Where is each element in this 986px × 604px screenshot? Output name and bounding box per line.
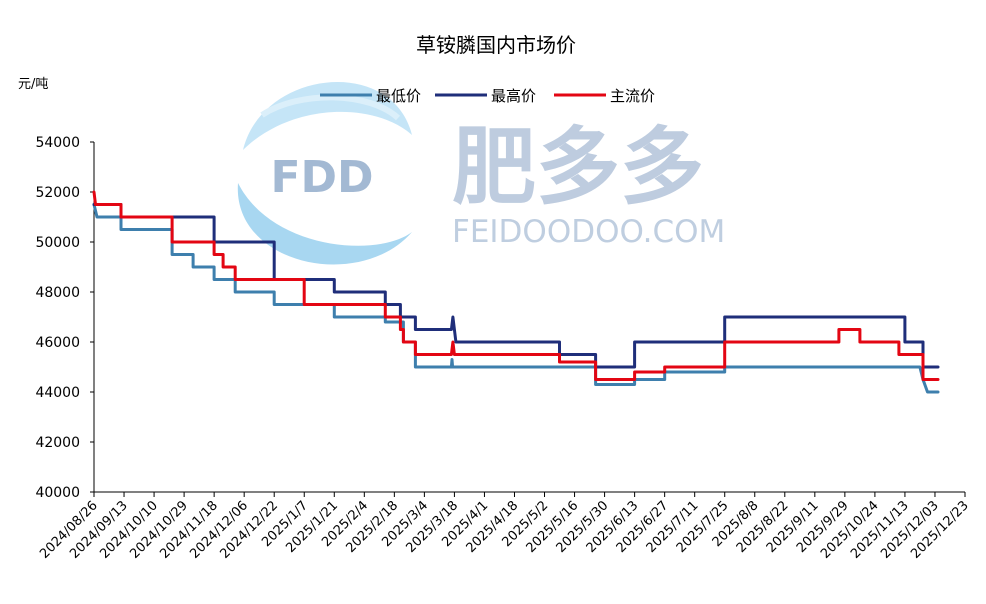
y-tick-label: 42000 (35, 435, 80, 451)
y-axis-unit-label: 元/吨 (18, 77, 48, 92)
watermark-url-text: FEIDOODOO.COM (452, 214, 725, 250)
y-tick-label: 52000 (35, 185, 80, 201)
legend-label-3: 主流价 (610, 87, 655, 105)
series-line-3 (92, 190, 940, 381)
y-tick-label: 40000 (35, 485, 80, 501)
chart-title: 草铵膦国内市场价 (416, 33, 576, 57)
legend-label-1: 最低价 (376, 87, 421, 105)
fdd-logo-icon: FDD (237, 81, 412, 265)
y-tick-label: 46000 (35, 335, 80, 351)
y-tick-label: 54000 (35, 135, 80, 151)
legend: 最低价 最高价 主流价 (320, 87, 655, 105)
series-layer (92, 190, 940, 394)
watermark: FDD 肥多多 FEIDOODOO.COM (237, 81, 725, 265)
y-tick-label: 50000 (35, 235, 80, 251)
y-tick-label: 44000 (35, 385, 80, 401)
series-line-2 (92, 203, 940, 369)
legend-label-2: 最高价 (491, 87, 536, 105)
watermark-logo-text: FDD (270, 152, 373, 203)
y-tick-label: 48000 (35, 285, 80, 301)
watermark-brand-text: 肥多多 (452, 118, 704, 216)
